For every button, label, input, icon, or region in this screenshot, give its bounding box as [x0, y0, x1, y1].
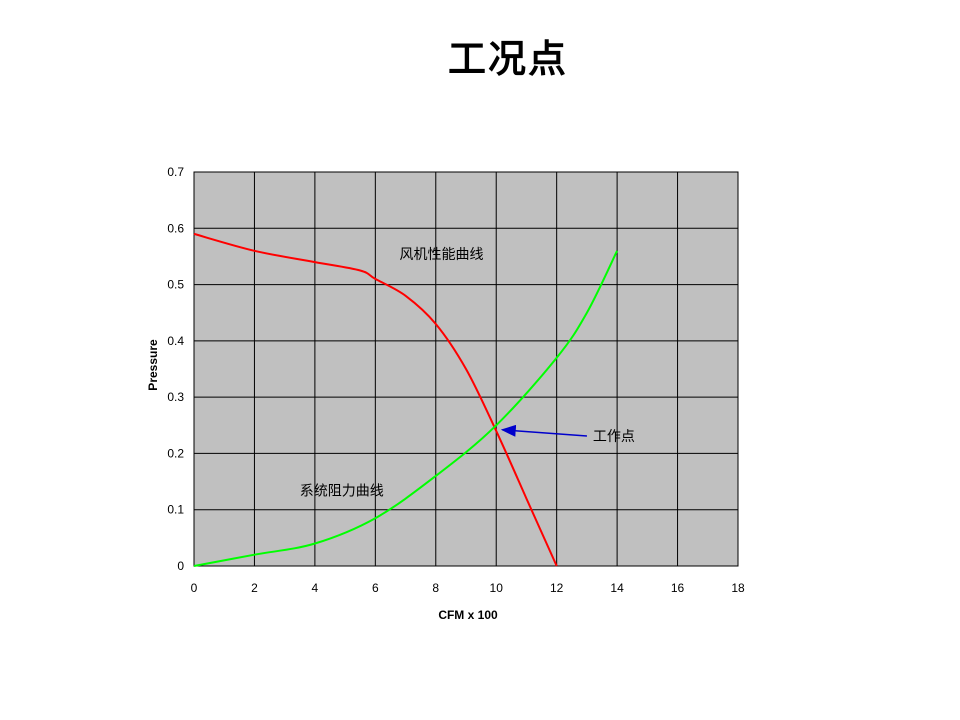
x-tick-label: 12: [550, 581, 564, 595]
y-tick-label: 0.6: [167, 221, 184, 235]
x-tick-label: 10: [490, 581, 504, 595]
x-tick-label: 18: [731, 581, 745, 595]
series-line-2: [193, 250, 618, 567]
y-tick-label: 0.2: [167, 446, 184, 460]
series-line-1: [193, 232, 558, 567]
slide-title: 工况点: [447, 36, 568, 81]
y-tick-label: 0.3: [167, 390, 184, 404]
x-tick-label: 16: [671, 581, 685, 595]
y-tick-label: 0.7: [167, 165, 184, 179]
annotation-label-2: 系统阻力曲线: [300, 484, 384, 500]
x-tick-label: 2: [251, 581, 258, 595]
y-tick-label: 0.5: [167, 278, 184, 292]
x-tick-label: 6: [372, 581, 379, 595]
y-tick-label: 0.4: [167, 334, 184, 348]
y-axis-title: Pressure: [146, 339, 160, 391]
x-axis-title: CFM x 100: [438, 608, 498, 622]
annotation-label-3: 工作点: [593, 429, 635, 445]
x-tick-label: 4: [312, 581, 319, 595]
x-tick-label: 0: [191, 581, 198, 595]
x-tick-label: 14: [610, 581, 624, 595]
annotation-label-1: 风机性能曲线: [400, 247, 484, 263]
y-tick-label: 0.1: [167, 503, 184, 517]
annotation-arrow: [500, 424, 587, 437]
x-tick-label: 8: [432, 581, 439, 595]
y-tick-label: 0: [177, 559, 184, 573]
